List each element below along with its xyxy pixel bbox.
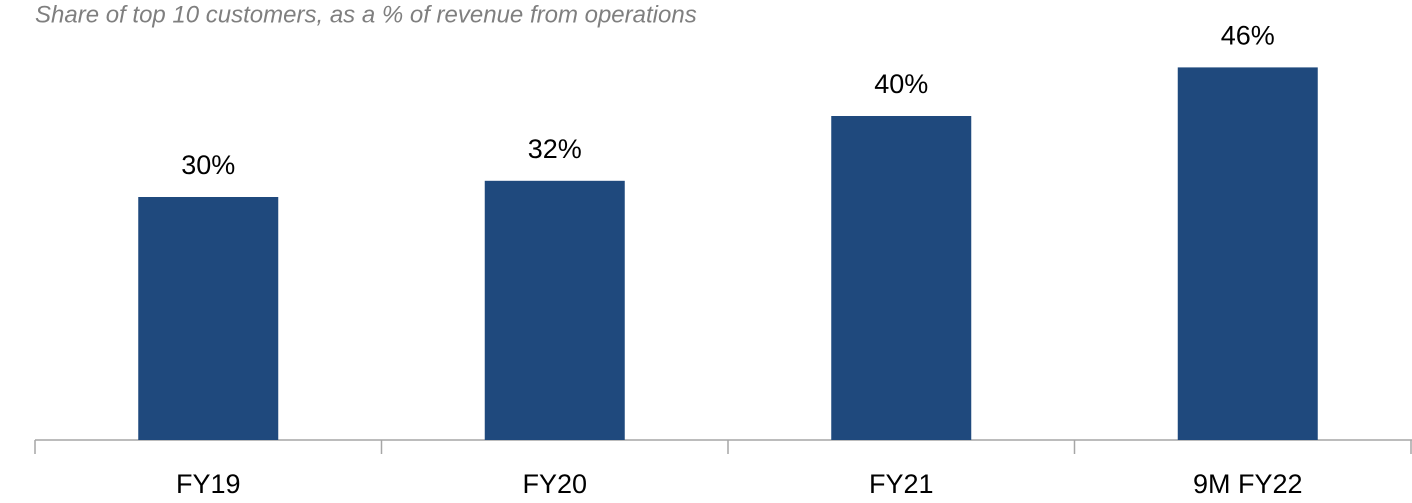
x-tick-label: FY19	[176, 469, 241, 499]
value-label: 32%	[528, 134, 582, 164]
bar	[138, 197, 279, 440]
bar	[1177, 67, 1318, 441]
bar	[484, 180, 625, 441]
value-label: 40%	[874, 69, 928, 99]
chart-title: Share of top 10 customers, as a % of rev…	[35, 1, 697, 28]
x-tick-label: FY20	[522, 469, 587, 499]
x-tick-label: 9M FY22	[1193, 469, 1303, 499]
value-label: 46%	[1221, 21, 1275, 51]
value-label: 30%	[181, 150, 235, 180]
bar	[831, 116, 972, 440]
x-tick-label: FY21	[869, 469, 934, 499]
